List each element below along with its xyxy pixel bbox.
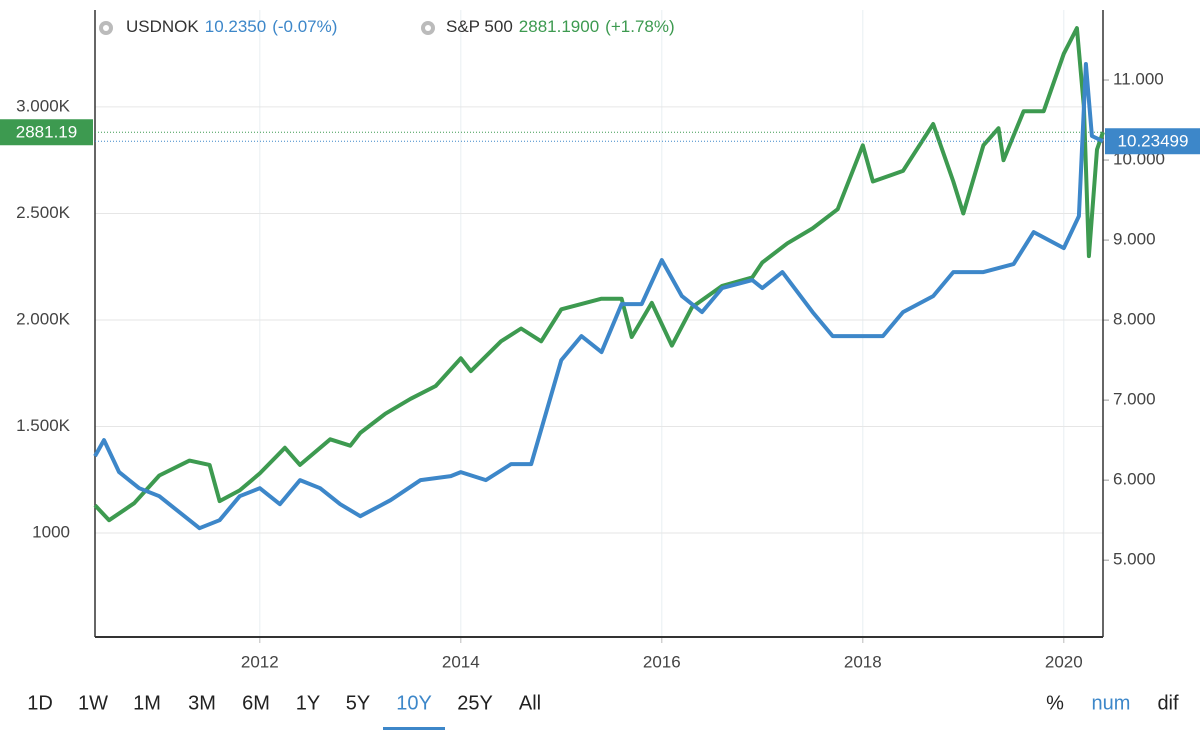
y2-tick-label: 9.000 (1113, 230, 1156, 249)
y-tick-label: 3.000K (16, 96, 71, 115)
x-tick-label: 2020 (1045, 652, 1083, 671)
y2-tick-label: 6.000 (1113, 470, 1156, 489)
price-tag-label: 10.23499 (1118, 132, 1189, 151)
legend-change: (+1.78%) (605, 17, 674, 36)
x-tick-label: 2016 (643, 652, 681, 671)
x-tick-label: 2014 (442, 652, 480, 671)
y2-tick-label: 5.000 (1113, 550, 1156, 569)
y-tick-label: 1000 (32, 523, 70, 542)
y-tick-label: 2.000K (16, 309, 71, 328)
y2-tick-label: 11.000 (1113, 70, 1164, 89)
range-button[interactable]: 1M (133, 692, 161, 714)
x-tick-label: 2018 (844, 652, 882, 671)
legend-entry[interactable]: S&P 500 2881.1900 (+1.78%) (446, 17, 675, 36)
range-button[interactable]: 3M (188, 692, 216, 714)
range-button[interactable]: 1W (78, 692, 108, 714)
legend-value: 10.2350 (205, 17, 266, 36)
series-line (93, 26, 1105, 523)
price-tag-label: 2881.19 (16, 123, 77, 142)
x-tick-label: 2012 (241, 652, 279, 671)
gear-icon[interactable] (99, 21, 435, 35)
y2-tick-label: 7.000 (1113, 390, 1156, 409)
range-button[interactable]: 25Y (457, 692, 493, 714)
legend-entry[interactable]: USDNOK 10.2350 (-0.07%) (126, 17, 337, 36)
price-tag (1105, 128, 1200, 155)
mode-button[interactable]: % (1046, 692, 1064, 714)
range-button[interactable]: All (519, 692, 541, 714)
range-underline (383, 727, 445, 730)
mode-button[interactable]: dif (1157, 692, 1179, 714)
legend-name: S&P 500 (446, 17, 513, 36)
y-tick-label: 2.500K (16, 203, 71, 222)
range-button[interactable]: 1Y (296, 692, 320, 714)
y-tick-label: 1.500K (16, 416, 71, 435)
legend-value: 2881.1900 (519, 17, 599, 36)
range-button[interactable]: 1D (27, 692, 53, 714)
range-button[interactable]: 10Y (396, 692, 432, 714)
y2-tick-label: 8.000 (1113, 310, 1156, 329)
series-line (93, 62, 1104, 531)
price-tag (0, 119, 93, 146)
mode-button[interactable]: num (1092, 692, 1131, 714)
range-button[interactable]: 6M (242, 692, 270, 714)
legend-change: (-0.07%) (272, 17, 337, 36)
range-button[interactable]: 5Y (346, 692, 370, 714)
y2-tick-label: 10.000 (1113, 150, 1165, 169)
legend-name: USDNOK (126, 17, 199, 36)
